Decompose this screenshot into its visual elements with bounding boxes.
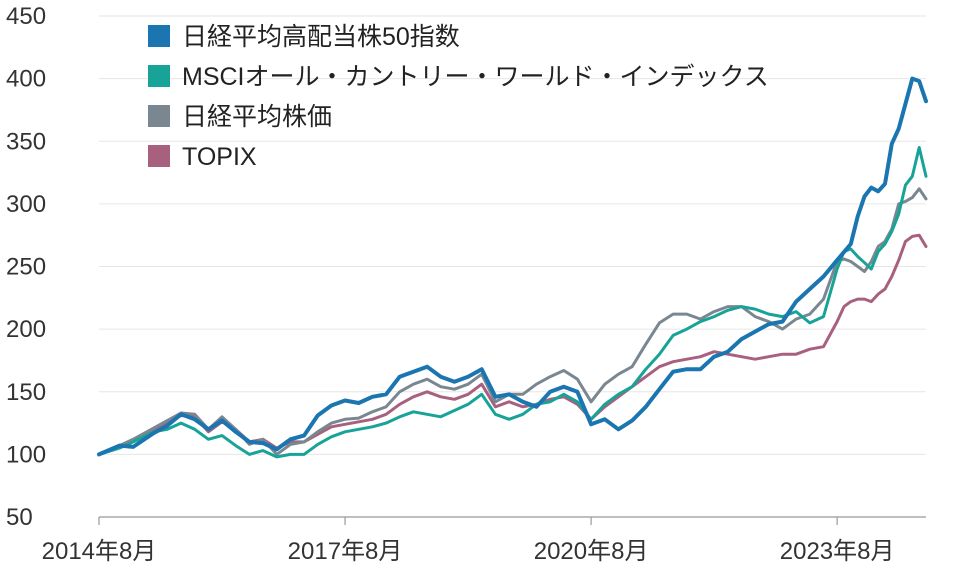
x-tick-label: 2023年8月 [780,538,895,565]
x-tick-label: 2014年8月 [42,538,157,565]
y-tick-label: 250 [6,254,46,281]
series-line [97,76,928,457]
legend-label: 日経平均株価 [182,103,332,131]
legend-swatch [148,145,170,167]
legend-label: 日経平均高配当株50指数 [182,23,460,51]
legend-label: TOPIX [182,143,257,171]
y-tick-label: 150 [6,379,46,406]
legend-swatch [148,25,170,47]
series-line [97,146,928,459]
y-tick-label: 350 [6,128,46,155]
y-tick-label: 200 [6,316,46,343]
legend-label: MSCIオール・カントリー・ワールド・インデックス [182,63,769,91]
y-tick-label: 300 [6,191,46,218]
x-tick-label: 2017年8月 [288,538,403,565]
grid: 50 100 150 200 250 300 350 400 450 [6,3,926,531]
x-axis: 2014年8月 2017年8月 2020年8月 2023年8月 [42,516,926,565]
x-tick-label: 2020年8月 [534,538,649,565]
y-tick-label: 100 [6,441,46,468]
legend-swatch [148,105,170,127]
y-tick-label: 450 [6,3,46,30]
series-line [97,187,928,456]
y-tick-label: 50 [6,504,33,531]
legend-swatch [148,65,170,87]
y-tick-label: 400 [6,66,46,93]
series-lines [97,76,928,459]
legend: 日経平均高配当株50指数 MSCIオール・カントリー・ワールド・インデックス日経平… [148,23,769,171]
